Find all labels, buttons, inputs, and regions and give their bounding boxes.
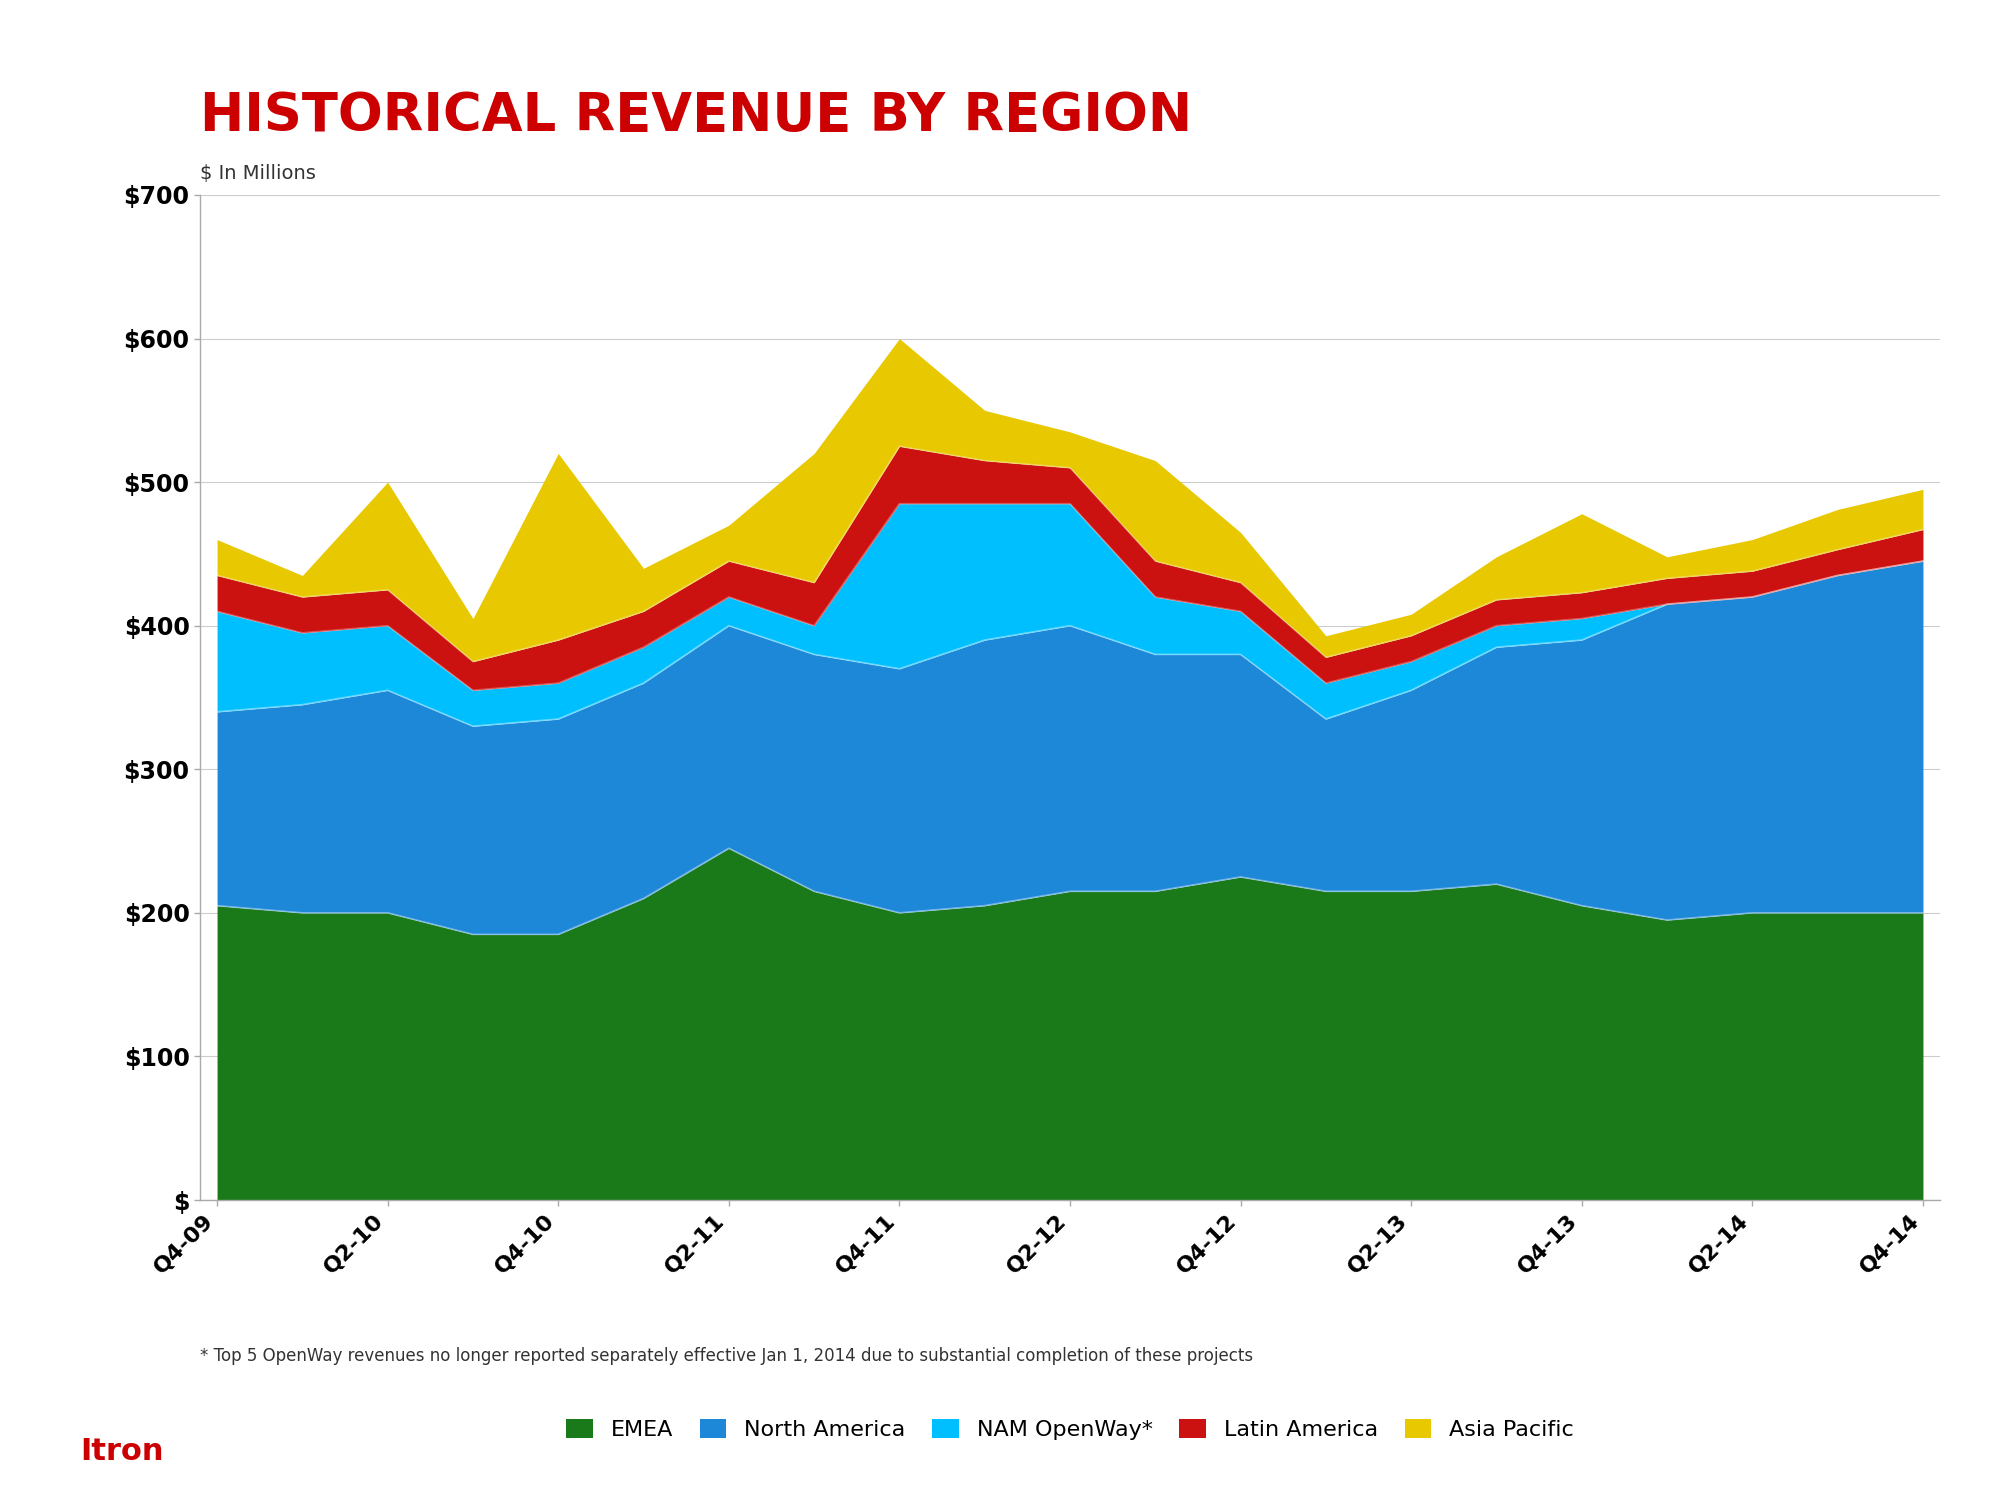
- Text: HISTORICAL REVENUE BY REGION: HISTORICAL REVENUE BY REGION: [200, 90, 1192, 142]
- Text: $ In Millions: $ In Millions: [200, 164, 316, 183]
- Text: Itron: Itron: [80, 1437, 164, 1466]
- Text: Q4 2014 Earnings Presentation  15: Q4 2014 Earnings Presentation 15: [1552, 1442, 1940, 1461]
- Legend: EMEA, North America, NAM OpenWay*, Latin America, Asia Pacific: EMEA, North America, NAM OpenWay*, Latin…: [566, 1419, 1574, 1440]
- Text: * Top 5 OpenWay revenues no longer reported separately effective Jan 1, 2014 due: * Top 5 OpenWay revenues no longer repor…: [200, 1347, 1254, 1365]
